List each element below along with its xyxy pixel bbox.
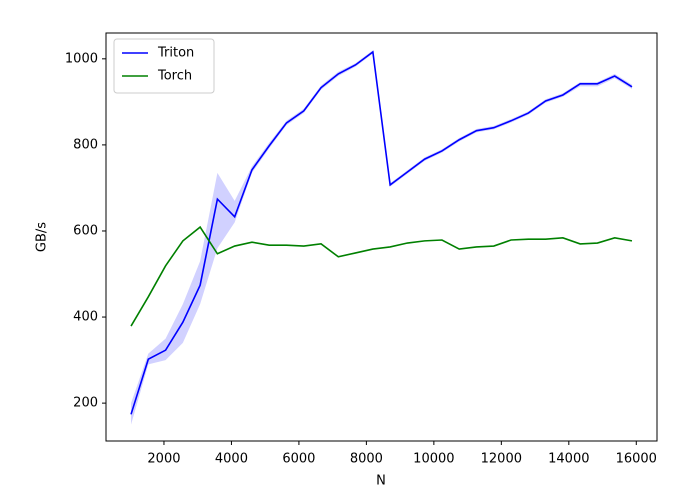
x-tick-label: 16000 bbox=[616, 452, 657, 467]
x-tick-label: 14000 bbox=[548, 452, 589, 467]
y-axis-label: GB/s bbox=[35, 222, 50, 252]
y-tick-label: 200 bbox=[73, 396, 98, 411]
legend-label: Torch bbox=[157, 69, 192, 84]
series-line bbox=[130, 50, 633, 415]
x-tick-label: 6000 bbox=[282, 452, 315, 467]
x-axis-label: N bbox=[376, 474, 386, 489]
series-line bbox=[130, 225, 633, 327]
x-tick-label: 4000 bbox=[215, 452, 248, 467]
plot-frame bbox=[105, 32, 658, 442]
y-tick-label: 800 bbox=[73, 137, 98, 152]
y-tick-label: 1000 bbox=[65, 51, 98, 66]
y-tick-label: 400 bbox=[73, 310, 98, 325]
y-tick-label: 600 bbox=[73, 223, 98, 238]
legend-label: Triton bbox=[157, 46, 194, 61]
x-tick-label: 12000 bbox=[481, 452, 522, 467]
x-tick-label: 2000 bbox=[147, 452, 180, 467]
x-tick-label: 8000 bbox=[350, 452, 383, 467]
x-tick-label: 10000 bbox=[413, 452, 454, 467]
